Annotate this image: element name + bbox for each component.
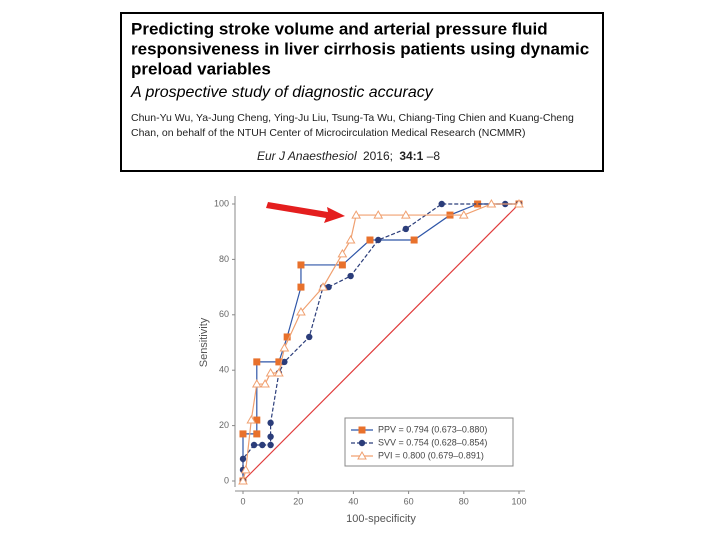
marker	[265, 367, 276, 377]
marker	[325, 283, 332, 291]
y-tick-label: 80	[219, 254, 229, 264]
legend-marker	[358, 426, 366, 434]
marker	[260, 379, 270, 388]
y-tick-label: 20	[219, 420, 229, 430]
marker	[486, 198, 497, 208]
legend-box	[344, 417, 514, 467]
marker	[297, 283, 305, 291]
marker	[402, 225, 410, 233]
marker	[240, 464, 251, 474]
arrow	[266, 202, 345, 223]
y-tick-label: 40	[219, 365, 229, 375]
legend-marker	[358, 439, 366, 447]
marker	[267, 441, 274, 449]
reference-line	[242, 203, 520, 482]
marker	[347, 272, 354, 280]
y-tick-label: 60	[219, 309, 229, 319]
y-tick-label: 100	[214, 198, 229, 208]
x-tick-label: 20	[293, 496, 303, 506]
marker	[250, 441, 258, 449]
marker	[251, 379, 262, 388]
x-tick-label: 60	[404, 496, 414, 506]
marker	[279, 343, 290, 352]
authors: Chan, on behalf of the NTUH Center of Mi…	[131, 127, 525, 139]
marker	[351, 210, 362, 219]
pages: –8	[427, 149, 441, 163]
paper-title: preload variables	[131, 59, 271, 78]
authors: Chun-Yu Wu, Ya-Jung Cheng, Ying-Ju Liu, …	[131, 112, 574, 124]
marker	[337, 248, 348, 258]
marker	[253, 430, 261, 438]
legend-marker	[357, 450, 367, 460]
paper-title: Predicting stroke volume and arterial pr…	[131, 19, 548, 38]
paper-header-box	[120, 12, 604, 172]
year: 2016;	[363, 149, 393, 163]
paper-subtitle: A prospective study of diagnostic accura…	[130, 84, 434, 101]
marker	[306, 333, 313, 341]
marker	[253, 416, 261, 424]
marker	[474, 200, 482, 208]
legend-label: PVI = 0.800 (0.679–0.891)	[378, 450, 484, 460]
roc-chart: 0 20 40 60 80 100 0 20 40 60 80 100 100-specificity S…	[198, 196, 527, 525]
x-tick-label: 40	[348, 496, 358, 506]
marker	[458, 210, 469, 219]
marker	[297, 261, 305, 269]
x-tick-label: 0	[240, 496, 245, 506]
marker	[239, 430, 247, 438]
marker	[275, 358, 283, 366]
marker	[514, 198, 524, 208]
marker	[283, 333, 291, 341]
citation: Eur J Anaesthesiol 2016; 34:1 –8	[257, 149, 440, 163]
volume: 34:1	[399, 149, 423, 163]
x-axis-label: 100-specificity	[346, 513, 416, 525]
series-line	[242, 203, 519, 482]
marker	[338, 261, 346, 269]
legend-label: PPV = 0.794 (0.673–0.880)	[378, 424, 487, 434]
marker	[318, 282, 328, 291]
marker	[373, 210, 384, 219]
y-axis-label: Sensitivity	[198, 317, 210, 367]
marker	[238, 475, 248, 485]
journal: Eur J Anaesthesiol	[257, 149, 357, 163]
marker	[438, 200, 445, 208]
paper-title: responsiveness in liver cirrhosis patien…	[131, 39, 589, 58]
marker	[375, 236, 382, 244]
marker	[296, 307, 306, 316]
marker	[246, 415, 257, 424]
marker	[345, 235, 356, 244]
marker	[274, 367, 284, 377]
y-tick-label: 0	[224, 475, 229, 485]
x-tick-label: 80	[459, 496, 469, 506]
marker	[253, 358, 261, 366]
marker	[366, 236, 374, 244]
marker	[259, 441, 266, 449]
marker	[281, 358, 288, 366]
marker	[239, 455, 247, 463]
marker	[400, 210, 411, 219]
marker	[410, 236, 418, 244]
marker	[267, 419, 274, 427]
marker	[267, 433, 274, 440]
x-tick-label: 100	[511, 496, 526, 506]
legend-label: SVV = 0.754 (0.628–0.854)	[378, 437, 487, 447]
